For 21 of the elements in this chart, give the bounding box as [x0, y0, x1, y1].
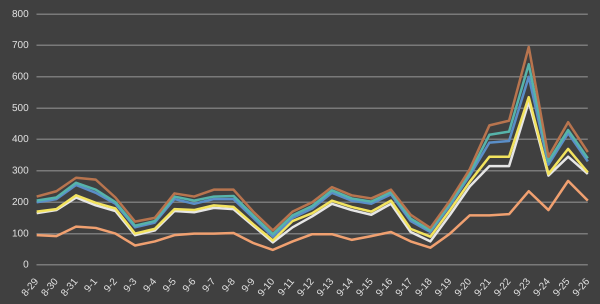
y-tick-label: 600 — [12, 71, 30, 82]
y-tick-label: 300 — [12, 166, 30, 177]
y-tick-label: 800 — [12, 8, 30, 20]
y-tick-label: 700 — [12, 40, 30, 52]
x-tick-label: 9-3 — [122, 276, 140, 295]
y-tick-label: 200 — [12, 196, 30, 208]
y-tick-label: 100 — [12, 228, 30, 240]
x-tick-label: 9-8 — [220, 276, 238, 295]
x-tick-label: 9-7 — [200, 276, 219, 295]
y-tick-label: 0 — [23, 260, 30, 271]
x-tick-label: 9-4 — [141, 276, 160, 295]
x-tick-label: 9-5 — [161, 276, 180, 295]
y-tick-label: 500 — [12, 102, 30, 114]
x-tick-label: 9-6 — [180, 276, 199, 295]
x-tick-label: 8-31 — [59, 276, 81, 299]
x-tick-label: 9-1 — [82, 276, 100, 295]
x-tick-label: 9-9 — [240, 276, 258, 295]
y-tick-label: 400 — [12, 134, 30, 146]
x-tick-label: 9-21 — [472, 276, 494, 299]
x-tick-label: 9-2 — [102, 276, 120, 295]
x-tick-label: 9-11 — [276, 276, 298, 298]
